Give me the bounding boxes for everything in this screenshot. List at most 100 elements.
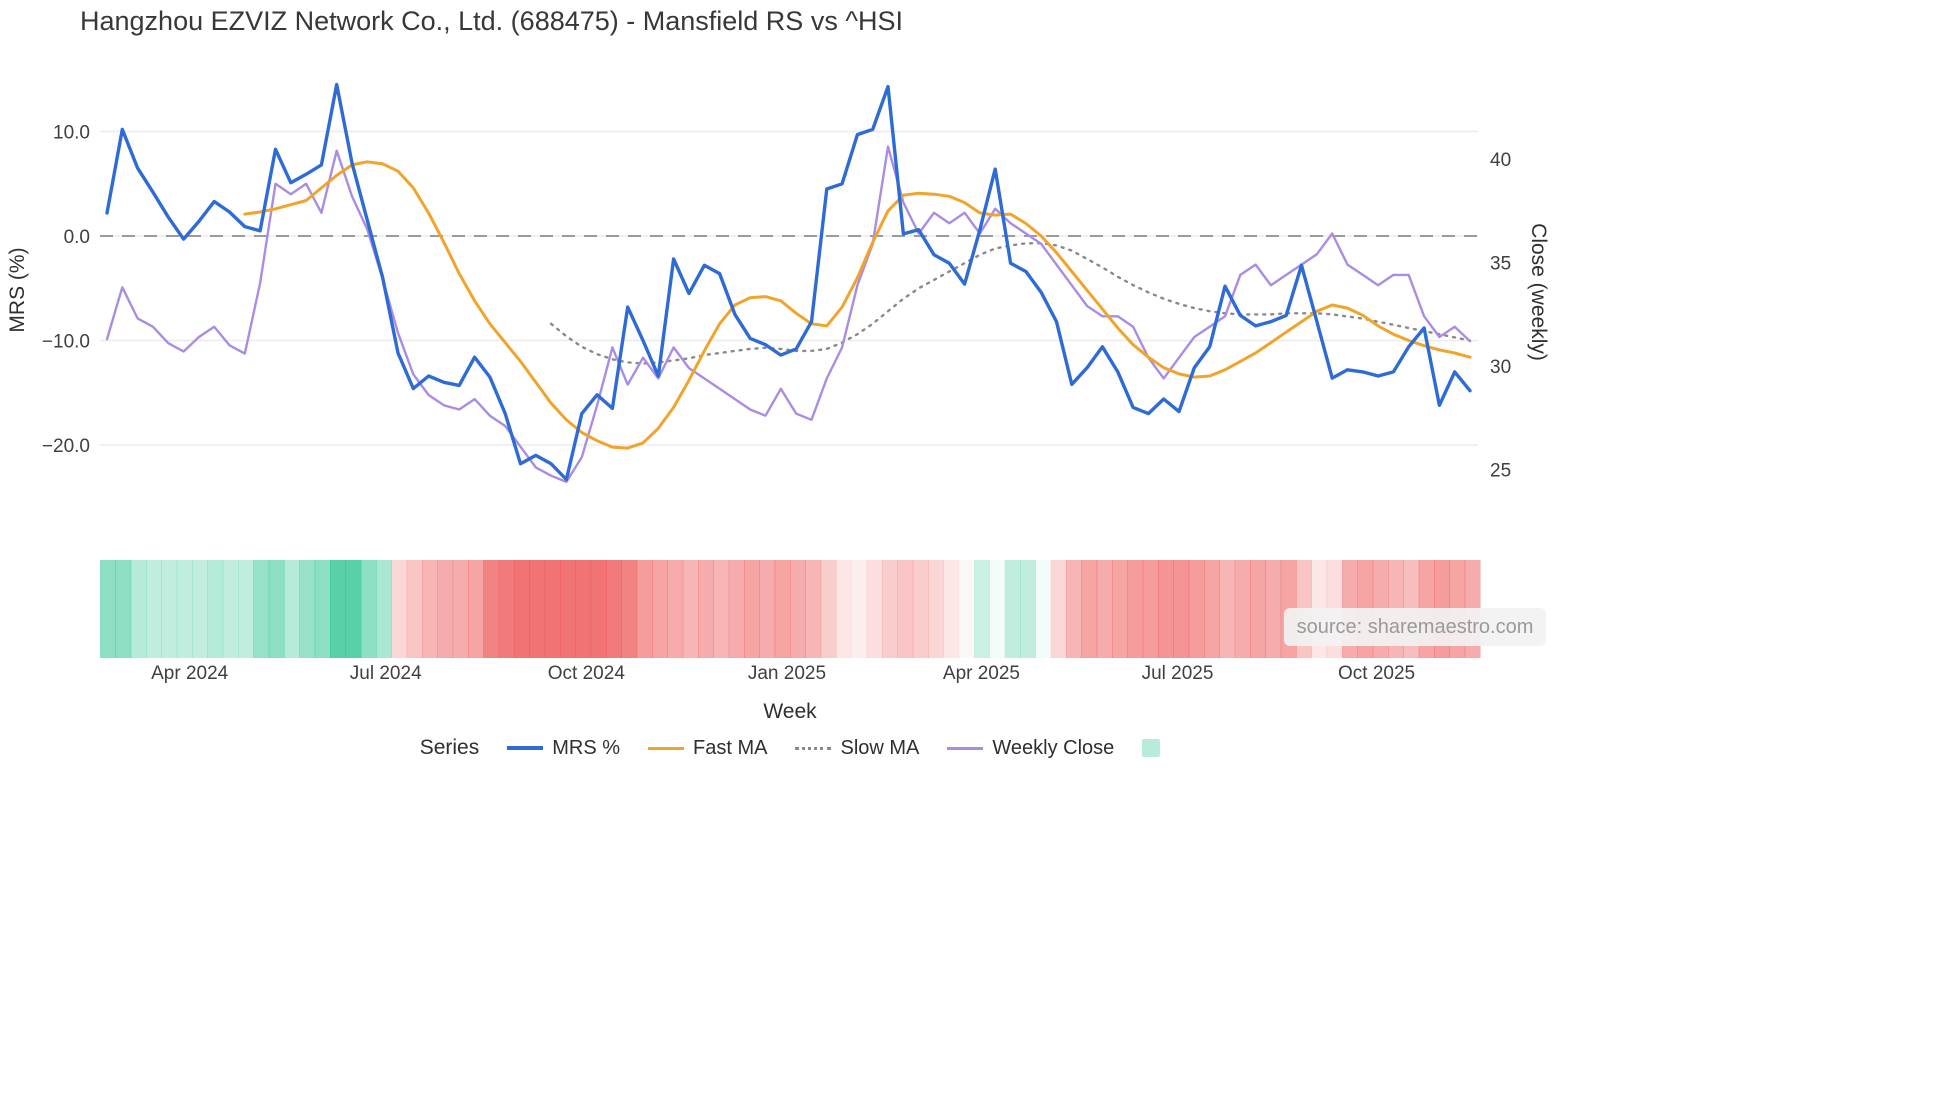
heatmap-cell [468,560,484,658]
heatmap-cell [928,560,944,658]
heatmap-cell [636,560,653,658]
heatmap-cell [974,560,990,658]
heatmap-cell [284,560,300,658]
legend-swatch-line [648,746,685,750]
heatmap-cell [1158,560,1174,658]
heatmap-cell [376,560,392,658]
right-axis-tick: 35 [1490,254,1511,275]
heatmap-cell [575,560,592,658]
legend-title: Series [419,736,480,759]
chart-title: Hangzhou EZVIZ Network Co., Ltd. (688475… [80,6,903,36]
heatmap-cell [483,560,500,658]
heatmap-cell [621,560,638,658]
left-axis-label: MRS (%) [6,247,29,333]
heatmap-cell [360,560,377,658]
heatmap-cell [897,560,914,658]
heatmap-cell [406,560,423,658]
heatmap-cell [1219,560,1236,658]
series-line-fast-ma [243,160,1472,450]
heatmap-cell [422,560,438,658]
heatmap-cell [1142,560,1159,658]
legend-item-heatmap [1142,739,1161,757]
legend: Series MRS % Fast MA Slow MA Weekly Close [100,736,1480,760]
heatmap-cell [1204,560,1220,658]
heatmap-cell [774,560,791,658]
heatmap-cell [345,560,362,658]
x-axis-tick: Oct 2025 [1338,663,1415,684]
source-text: source: sharemaestro.com [1296,615,1534,638]
heatmap-cell [238,560,254,658]
heatmap-cell [1035,560,1052,658]
heatmap-cell [115,560,132,658]
heatmap-cell [498,560,515,658]
left-axis-tick: 10.0 [53,123,90,144]
heatmap-cell [728,560,745,658]
heatmap-cell [452,560,469,658]
heatmap-cell [820,560,837,658]
x-axis-tick: Oct 2024 [548,663,626,684]
heatmap-cell [805,560,822,658]
heatmap-cell [391,560,408,658]
right-axis-tick: 25 [1490,461,1511,482]
heatmap-cell [759,560,776,658]
right-axis-tick: 40 [1490,150,1511,171]
heatmap-cell [1127,560,1144,658]
x-axis-tick: Apr 2025 [943,663,1020,684]
right-axis-label: Close (weekly) [1527,223,1550,361]
heatmap-cell [606,560,622,658]
heatmap-cell [314,560,331,658]
legend-item-label: Fast MA [693,736,768,759]
heatmap-cell [1112,560,1128,658]
heatmap-cell [652,560,668,658]
heatmap-cell [866,560,883,658]
heatmap-cell [1234,560,1251,658]
heatmap-cell [912,560,929,658]
heatmap-cell [1081,560,1098,658]
heatmap-cell [161,560,178,658]
heatmap-cell [222,560,239,658]
heatmap-cell [590,560,607,658]
heatmap-cell [207,560,224,658]
legend-item-label: Slow MA [840,736,920,759]
heatmap-cell [1173,560,1190,658]
heatmap-cell [943,560,960,658]
heatmap-cell [437,560,454,658]
legend-swatch-line [507,746,544,750]
heatmap-cell [1050,560,1067,658]
heatmap-cell [268,560,285,658]
heatmap-cell [299,560,316,658]
heatmap-cell [682,560,699,658]
legend-swatch-patch [1142,739,1161,757]
heatmap-cell [790,560,806,658]
heatmap-cell [713,560,730,658]
heatmap-cell [1250,560,1266,658]
heatmap-cell [851,560,868,658]
left-axis-tick: −10.0 [42,332,90,353]
heatmap-cell [330,560,346,658]
heatmap-cell [176,560,193,658]
legend-items: MRS % Fast MA Slow MA Weekly Close [507,737,1161,760]
heatmap-cell [146,560,162,658]
left-axis-tick: −20.0 [42,436,90,457]
series-line-mrs- [105,82,1472,482]
heatmap-cell [744,560,760,658]
legend-item-slow-ma: Slow MA [795,737,919,760]
x-axis-tick: Apr 2024 [151,663,229,684]
heatmap-cell [1020,560,1036,658]
right-axis-tick: 30 [1490,357,1511,378]
heatmap-cell [544,560,561,658]
legend-item-fast-ma: Fast MA [648,737,767,760]
heatmap-cell [529,560,546,658]
left-axis-tick: 0.0 [64,227,90,248]
legend-item-mrs-: MRS % [507,737,620,760]
heatmap-cell [958,560,975,658]
heatmap-cell [1265,560,1282,658]
source-attribution: source: sharemaestro.com [1284,608,1546,646]
legend-swatch-line [795,746,832,750]
heatmap-cell [130,560,147,658]
legend-item-weekly-close: Weekly Close [947,737,1114,760]
heatmap-cell [1188,560,1205,658]
heatmap-cell [882,560,898,658]
legend-item-label: MRS % [552,736,621,759]
